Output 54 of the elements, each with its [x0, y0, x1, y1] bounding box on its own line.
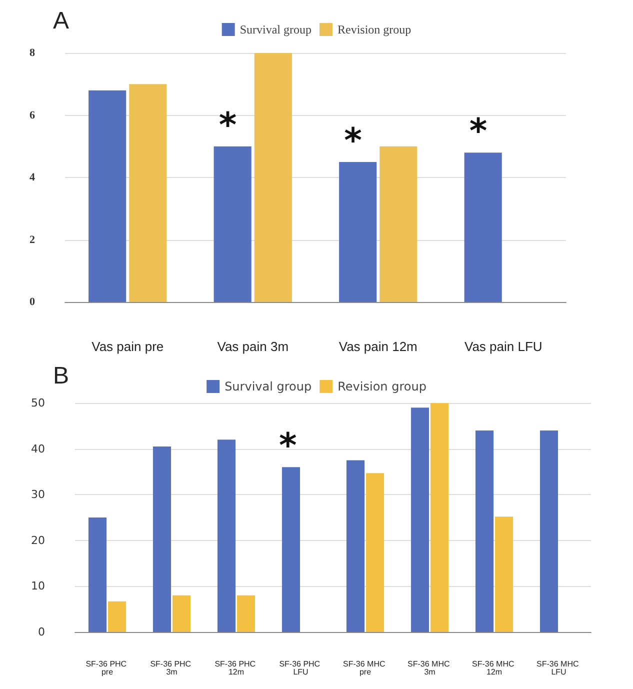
x-tick-label: Vas pain pre: [92, 339, 164, 354]
legend-label: Revision group: [338, 380, 426, 394]
bar: [129, 84, 167, 302]
bar: [494, 516, 514, 632]
bar: [214, 146, 252, 302]
x-tick-label: SF-36 MHC 3m: [408, 660, 452, 676]
bar: [282, 467, 300, 632]
bar: [254, 53, 292, 302]
x-tick-label: SF-36 PHC 3m: [150, 660, 194, 676]
x-tick-label: Vas pain LFU: [464, 339, 542, 354]
x-tick-label: Vas pain 3m: [217, 339, 289, 354]
chart-title: A: [53, 8, 70, 34]
annotation: *: [469, 112, 488, 152]
annotation: *: [278, 426, 297, 466]
x-tick-label: SF-36 MHC LFU: [536, 660, 581, 676]
x-tick-label: SF-36 MHC pre: [343, 660, 388, 676]
y-tick-label: 40: [31, 442, 45, 456]
bar: [217, 440, 236, 632]
x-tick-label: SF-36 PHC pre: [86, 660, 129, 676]
bar: [88, 518, 107, 632]
bar: [346, 460, 365, 632]
y-tick-label: 10: [31, 580, 45, 593]
x-tick-label: SF-36 PHC 12m: [214, 660, 258, 676]
bar: [430, 403, 449, 632]
y-tick-label: 6: [30, 109, 36, 122]
bar: [464, 152, 502, 302]
bar: [339, 162, 377, 302]
y-tick-label: 20: [31, 534, 45, 547]
y-tick-label: 8: [30, 47, 36, 59]
x-tick-label: Vas pain 12m: [338, 339, 418, 354]
bar: [380, 146, 418, 302]
chart-title: B: [53, 362, 70, 390]
bar: [366, 473, 384, 632]
annotation: *: [344, 120, 362, 161]
x-tick-label: SF-36 PHC LFU: [279, 660, 322, 676]
y-tick-label: 2: [30, 234, 36, 246]
legend-label: Revision group: [338, 22, 412, 36]
legend-label: Survival group: [240, 22, 312, 36]
annotation: *: [218, 105, 237, 146]
bar: [108, 601, 126, 632]
legend-label: Survival group: [224, 380, 312, 394]
bar: [152, 446, 172, 632]
bar: [540, 430, 558, 632]
y-tick-label: 30: [31, 488, 45, 502]
y-tick-label: 4: [30, 172, 36, 184]
y-tick-label: 50: [31, 396, 45, 410]
y-tick-label: 0: [38, 626, 45, 638]
bar: [410, 408, 430, 632]
y-tick-label: 0: [30, 296, 36, 308]
bar: [88, 90, 126, 302]
bar: [172, 595, 191, 632]
bar: [236, 595, 256, 632]
bar: [475, 430, 494, 632]
x-tick-label: SF-36 MHC 12m: [472, 660, 516, 676]
